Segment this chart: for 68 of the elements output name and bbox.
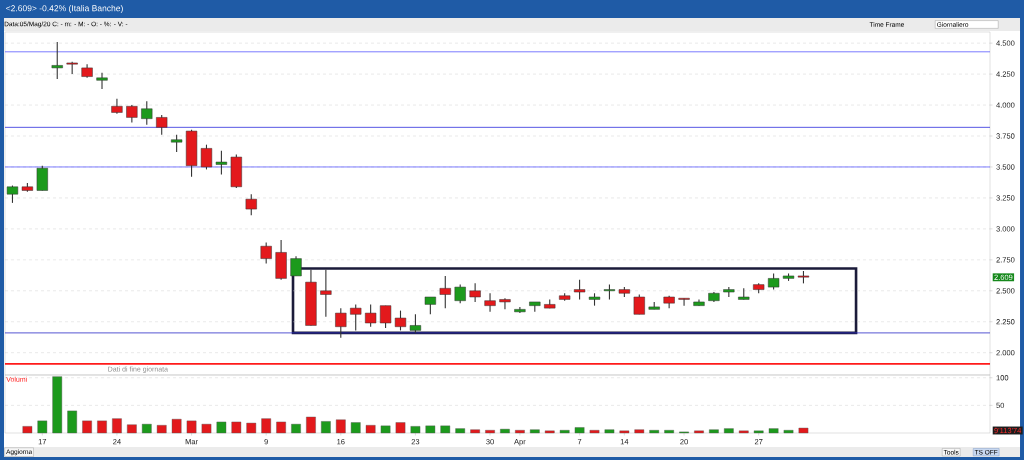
candlestick	[200, 144, 213, 170]
candlestick	[454, 284, 466, 304]
candlestick	[499, 297, 511, 310]
candlestick	[141, 100, 153, 126]
bar	[276, 421, 286, 434]
candlestick	[484, 292, 496, 313]
candlestick	[335, 307, 347, 339]
candlestick	[633, 293, 645, 315]
bar	[365, 425, 376, 434]
chart-title: <2.609> -0.42% (Italia Banche)	[6, 5, 123, 13]
candlestick	[36, 165, 48, 192]
bar	[455, 428, 466, 434]
bar	[216, 421, 227, 434]
candlestick	[469, 282, 481, 303]
candlestick	[156, 114, 168, 136]
bar	[306, 416, 316, 434]
bar	[694, 430, 704, 434]
bar	[798, 427, 809, 434]
bar	[201, 423, 212, 434]
candlestick	[245, 193, 257, 216]
bar	[246, 422, 257, 434]
bar	[440, 425, 451, 434]
bar	[768, 428, 779, 434]
bar	[52, 376, 63, 434]
bar	[380, 425, 391, 434]
bar	[589, 430, 600, 434]
bar	[291, 423, 301, 434]
bar	[67, 410, 77, 434]
bar	[231, 421, 242, 434]
bar	[783, 430, 794, 434]
bar	[649, 430, 660, 434]
bar	[395, 422, 406, 434]
bar	[350, 422, 361, 434]
bar	[500, 428, 510, 434]
bar	[724, 428, 734, 434]
bar	[470, 429, 480, 434]
bar	[634, 429, 645, 434]
bar	[127, 424, 137, 434]
candlestick	[365, 303, 377, 328]
candlestick	[350, 303, 362, 331]
candlestick	[394, 310, 407, 331]
candlestick	[409, 313, 422, 334]
candlestick	[51, 41, 63, 80]
bar	[171, 418, 182, 434]
bar	[82, 420, 92, 434]
bar	[529, 429, 540, 434]
bar	[604, 429, 615, 434]
candlestick	[439, 275, 451, 309]
bar	[664, 430, 674, 434]
bar	[738, 430, 749, 434]
candlestick	[260, 241, 272, 265]
candlestick	[215, 150, 228, 175]
candlestick	[290, 255, 302, 277]
candlestick	[320, 269, 332, 318]
bar	[22, 426, 33, 434]
bar	[156, 425, 167, 434]
bar	[709, 429, 719, 434]
bar	[544, 430, 555, 434]
bar	[559, 430, 570, 434]
candlestick	[379, 305, 392, 329]
candlestick	[111, 98, 123, 115]
candlestick	[678, 297, 690, 307]
bar	[425, 425, 436, 434]
candlestick	[96, 72, 108, 90]
bar	[97, 420, 107, 434]
bar	[141, 423, 152, 434]
candlestick	[573, 279, 586, 301]
bar	[321, 421, 331, 434]
